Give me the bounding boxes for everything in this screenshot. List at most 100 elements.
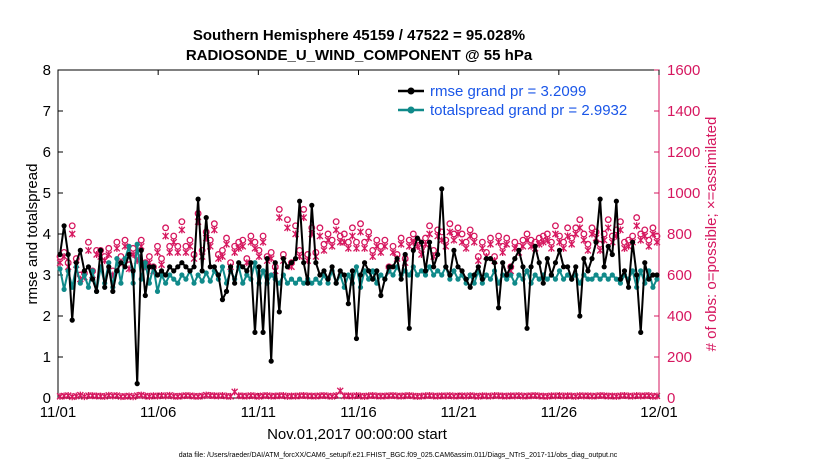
obs-assimilated-point (332, 226, 340, 234)
right-tick-label: 1200 (667, 144, 700, 161)
totalspread-point (617, 280, 624, 286)
rmse-point (154, 272, 161, 278)
right-tick-label: 600 (667, 267, 692, 284)
rmse-point (617, 276, 624, 282)
obs-assimilated-point (80, 393, 88, 401)
rmse-point (361, 260, 368, 266)
obs-assimilated-point (316, 232, 324, 240)
totalspread-point (85, 284, 92, 290)
obs-assimilated-point (572, 230, 580, 238)
totalspread-point (317, 280, 323, 286)
rmse-point (106, 264, 112, 270)
obs-assimilated-point (348, 232, 356, 240)
right-tick-label: 1600 (667, 62, 700, 79)
obs-assimilated-point (357, 228, 364, 236)
rmse-point (520, 264, 526, 270)
rmse-point (89, 276, 96, 282)
totalspread-point (524, 268, 530, 274)
obs-assimilated-point (353, 244, 360, 252)
obs-assimilated-point (454, 230, 462, 238)
totalspread-point (163, 280, 169, 286)
y-axis-label-left: rmse and totalspread (24, 164, 41, 305)
rmse-point (240, 264, 246, 270)
rmse-point (337, 268, 343, 274)
obs-possible-point (316, 224, 324, 232)
rmse-point (219, 297, 226, 303)
rmse-point (374, 268, 380, 274)
totalspread-point (418, 268, 425, 274)
rmse-point (252, 329, 258, 335)
obs-assimilated-point (93, 251, 101, 258)
totalspread-point (435, 268, 441, 274)
totalspread-point (560, 276, 567, 282)
obs-assimilated-point (450, 236, 458, 244)
obs-assimilated-point (154, 248, 161, 256)
rmse-point (569, 276, 575, 282)
obs-assimilated-point (219, 253, 226, 261)
chart-title: Southern Hemisphere 45159 / 47522 = 95.0… (193, 27, 525, 44)
obs-possible-point (162, 224, 170, 232)
rmse-point (573, 264, 579, 270)
rmse-point (65, 251, 71, 258)
x-tick-label: 11/01 (40, 404, 76, 421)
rmse-point (431, 264, 437, 270)
totalspread-point (195, 272, 201, 278)
obs-assimilated-point (653, 238, 661, 246)
legend-marker-rmse (407, 87, 415, 95)
rmse-point (171, 268, 177, 274)
rmse-point (532, 243, 538, 249)
obs-assimilated-point (446, 228, 454, 236)
obs-possible-point (604, 216, 612, 224)
rmse-point (353, 335, 360, 342)
rmse-point (625, 284, 632, 290)
totalspread-point (613, 276, 619, 282)
left-tick-label: 1 (43, 349, 51, 366)
rmse-point (634, 272, 640, 278)
rmse-point (349, 268, 356, 274)
totalspread-point (589, 276, 595, 282)
left-tick-label: 8 (43, 62, 51, 79)
obs-assimilated-point (519, 242, 527, 250)
obs-assimilated-point (369, 253, 377, 261)
rmse-point (98, 247, 104, 253)
totalspread-point (179, 272, 185, 278)
x-tick-label: 11/21 (440, 404, 476, 421)
right-tick-label: 800 (667, 226, 692, 243)
totalspread-point (508, 272, 514, 278)
obs-assimilated-point (247, 238, 255, 246)
totalspread-point (556, 268, 563, 274)
rmse-point (122, 264, 128, 270)
rmse-point (382, 276, 388, 282)
totalspread-point (134, 241, 140, 247)
obs-assimilated-point (170, 238, 178, 246)
obs-assimilated-point (64, 392, 72, 400)
rmse-point (93, 288, 100, 294)
rmse-point (512, 256, 518, 262)
rmse-point (134, 381, 140, 387)
rmse-point (560, 264, 567, 270)
obs-assimilated-point (556, 238, 563, 246)
obs-assimilated-point (641, 232, 649, 240)
totalspread-point (313, 276, 319, 282)
rmse-point (504, 272, 510, 278)
totalspread-point (536, 276, 542, 282)
rmse-point (227, 264, 234, 270)
obs-assimilated-point (470, 238, 478, 246)
obs-assimilated-point (283, 224, 291, 232)
obs-assimilated-point (344, 244, 352, 252)
rmse-point (313, 260, 319, 266)
obs-assimilated-point (397, 240, 405, 248)
rmse-point (309, 202, 315, 208)
obs-assimilated-point (72, 392, 80, 400)
obs-assimilated-point (239, 242, 247, 250)
rmse-point (329, 264, 335, 270)
totalspread-point (650, 284, 656, 290)
obs-assimilated-point (255, 253, 263, 261)
rmse-point (333, 280, 339, 286)
obs-assimilated-point (604, 224, 612, 232)
left-tick-label: 2 (43, 308, 51, 325)
totalspread-point (219, 264, 226, 270)
rmse-point (268, 358, 274, 364)
obs-assimilated-point (487, 240, 494, 248)
totalspread-point (414, 272, 420, 278)
